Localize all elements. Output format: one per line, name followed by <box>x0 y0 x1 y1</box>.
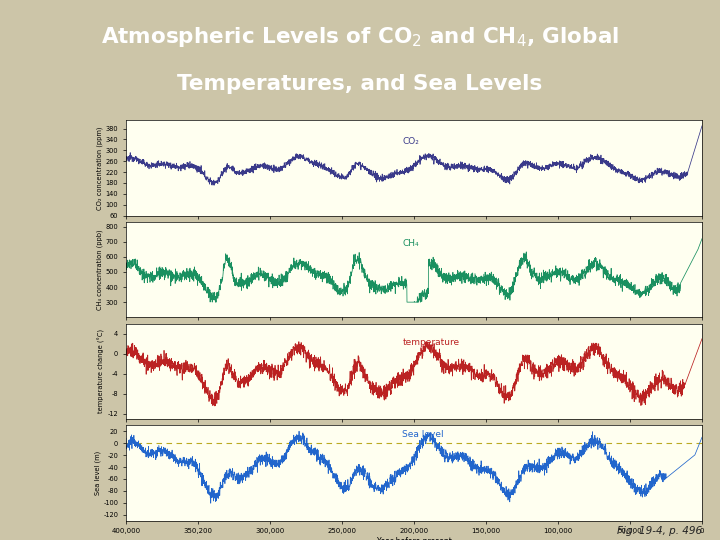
Text: Temperatures, and Sea Levels: Temperatures, and Sea Levels <box>177 74 543 94</box>
Text: CH₄: CH₄ <box>402 239 419 248</box>
Y-axis label: Sea level (m): Sea level (m) <box>94 451 101 495</box>
Y-axis label: CH₄ concentration (ppb): CH₄ concentration (ppb) <box>96 230 103 310</box>
Y-axis label: temperature change (°C): temperature change (°C) <box>98 329 105 414</box>
Text: Atmospheric Levels of CO$_2$ and CH$_4$, Global: Atmospheric Levels of CO$_2$ and CH$_4$,… <box>101 24 619 49</box>
Text: Sea level: Sea level <box>402 430 444 439</box>
Text: temperature: temperature <box>402 338 459 347</box>
Text: Fig. 19-4, p. 496: Fig. 19-4, p. 496 <box>617 525 702 536</box>
Y-axis label: CO₂ concentration (ppm): CO₂ concentration (ppm) <box>96 126 103 210</box>
Text: CO₂: CO₂ <box>402 137 419 146</box>
X-axis label: Year before present: Year before present <box>377 537 451 540</box>
